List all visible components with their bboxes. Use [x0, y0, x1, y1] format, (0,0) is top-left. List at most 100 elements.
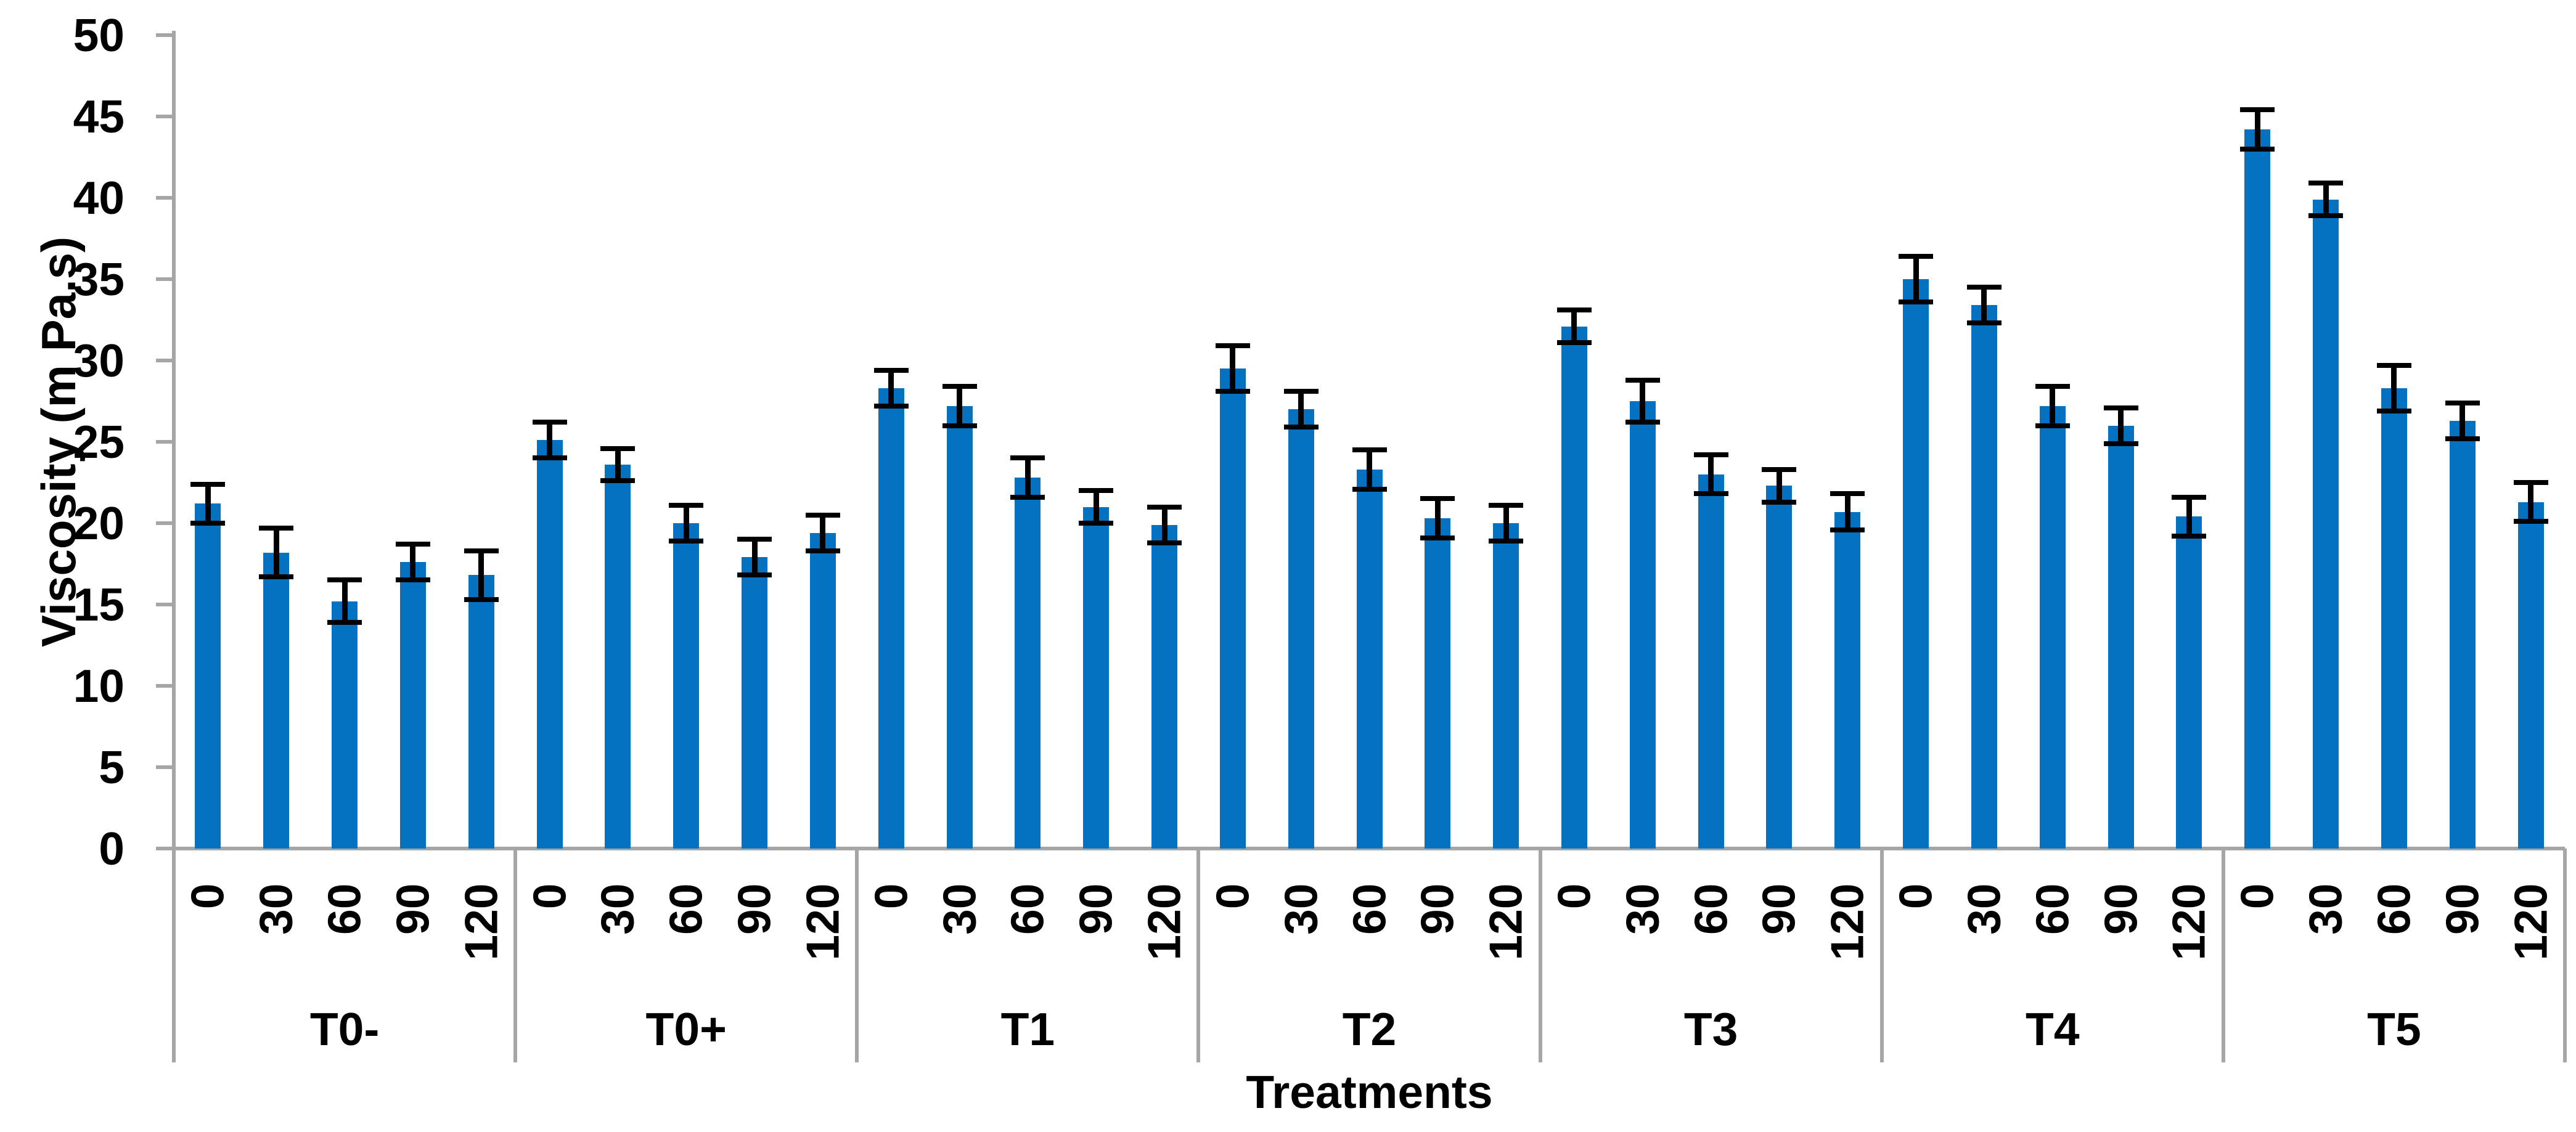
y-tick-label: 30	[73, 335, 125, 386]
error-bar-whisker	[2118, 407, 2124, 444]
x-category-label: 60	[2368, 883, 2420, 935]
error-bar-cap-top	[1352, 447, 1387, 453]
error-bar-cap-bottom	[2376, 408, 2411, 413]
error-bar-whisker	[1913, 256, 1919, 302]
error-bar-cap-top	[1762, 466, 1797, 472]
error-bar-whisker	[1708, 455, 1714, 494]
x-group-label: T5	[2367, 1003, 2421, 1055]
error-bar-whisker	[1571, 310, 1577, 343]
x-category-label: 60	[1343, 883, 1395, 935]
error-bar-cap-bottom	[259, 574, 294, 580]
x-category-label: 0	[523, 883, 576, 909]
error-bar-cap-top	[737, 537, 772, 542]
error-bar-cap-top	[464, 548, 499, 553]
bar	[1629, 401, 1656, 849]
bar	[1083, 507, 1110, 849]
x-category-label: 30	[1616, 883, 1669, 935]
error-bar-cap-top	[395, 542, 430, 547]
x-category-label: 90	[728, 883, 780, 935]
error-bar-cap-bottom	[2240, 146, 2275, 152]
error-bar-whisker	[1298, 391, 1304, 428]
error-bar-cap-top	[2513, 480, 2548, 485]
error-bar-cap-top	[1966, 285, 2002, 290]
x-category-label: 0	[2231, 883, 2283, 909]
bar	[536, 440, 563, 849]
error-bar-cap-top	[600, 446, 636, 451]
error-bar-cap-bottom	[1966, 320, 2002, 326]
error-bar-cap-bottom	[1625, 420, 1660, 425]
error-bar-whisker	[2254, 110, 2260, 149]
bar	[1219, 369, 1246, 849]
y-axis-line	[172, 31, 176, 1062]
error-bar-cap-bottom	[1147, 540, 1182, 545]
y-tick-label: 5	[99, 741, 125, 793]
error-bar-cap-bottom	[1215, 389, 1250, 394]
bar	[468, 575, 494, 849]
error-bar-cap-bottom	[190, 521, 226, 526]
bar	[1834, 511, 1861, 849]
x-category-label: 90	[1752, 883, 1805, 935]
error-bar-cap-bottom	[1420, 535, 1455, 540]
error-bar-whisker	[341, 580, 348, 623]
group-separator	[1196, 849, 1201, 1062]
error-bar-whisker	[888, 370, 894, 406]
x-category-label: 120	[1138, 883, 1190, 961]
x-category-label: 60	[1001, 883, 1053, 935]
error-bar-whisker	[205, 484, 211, 523]
x-category-label: 90	[1411, 883, 1463, 935]
y-tick-label: 35	[73, 253, 125, 305]
bar	[1425, 518, 1451, 849]
x-category-label: 90	[386, 883, 439, 935]
error-bar-whisker	[957, 386, 963, 426]
error-bar-cap-bottom	[737, 572, 772, 578]
x-category-label: 30	[591, 883, 644, 935]
error-bar-cap-top	[805, 512, 840, 518]
error-bar-whisker	[1434, 499, 1441, 538]
error-bar-cap-bottom	[2172, 534, 2207, 539]
error-bar-whisker	[615, 448, 621, 481]
error-bar-cap-bottom	[2308, 213, 2344, 219]
error-bar-whisker	[2050, 386, 2056, 426]
group-separator	[513, 849, 518, 1062]
y-tick-label: 40	[73, 172, 125, 224]
bar	[1288, 409, 1314, 849]
y-tick-mark	[156, 277, 172, 281]
error-bar-cap-bottom	[873, 403, 909, 409]
bar	[1698, 474, 1724, 849]
x-category-label: 30	[250, 883, 302, 935]
bar	[2517, 502, 2544, 849]
bar	[2244, 129, 2271, 849]
error-bar-cap-bottom	[464, 597, 499, 603]
y-tick-label: 10	[73, 660, 125, 712]
group-separator	[2563, 849, 2567, 1062]
error-bar-cap-bottom	[1079, 521, 1114, 526]
x-category-label: 90	[2095, 883, 2147, 935]
bar	[1766, 486, 1793, 849]
y-tick-mark	[156, 196, 172, 200]
error-bar-cap-bottom	[1352, 486, 1387, 492]
x-axis-line	[156, 847, 2565, 850]
x-category-label: 120	[1821, 883, 1873, 961]
error-bar-cap-top	[532, 420, 567, 425]
y-tick-label: 45	[73, 91, 125, 142]
error-bar-cap-top	[1693, 452, 1728, 458]
error-bar-whisker	[2186, 497, 2192, 537]
error-bar-cap-bottom	[1899, 299, 1934, 304]
x-category-label: 90	[2436, 883, 2488, 935]
error-bar-cap-bottom	[2445, 436, 2480, 441]
error-bar-whisker	[820, 515, 826, 551]
error-bar-whisker	[1776, 469, 1782, 502]
bar	[1151, 524, 1177, 849]
error-bar-cap-bottom	[2103, 441, 2138, 446]
error-bar-cap-top	[942, 384, 977, 389]
error-bar-whisker	[683, 505, 689, 542]
x-category-label: 60	[660, 883, 712, 935]
error-bar-cap-bottom	[942, 423, 977, 428]
error-bar-cap-top	[2172, 494, 2207, 500]
error-bar-whisker	[273, 527, 279, 577]
error-bar-whisker	[1981, 287, 1987, 324]
x-category-label: 120	[2504, 883, 2557, 961]
group-separator	[1879, 849, 1884, 1062]
error-bar-whisker	[1844, 494, 1850, 530]
